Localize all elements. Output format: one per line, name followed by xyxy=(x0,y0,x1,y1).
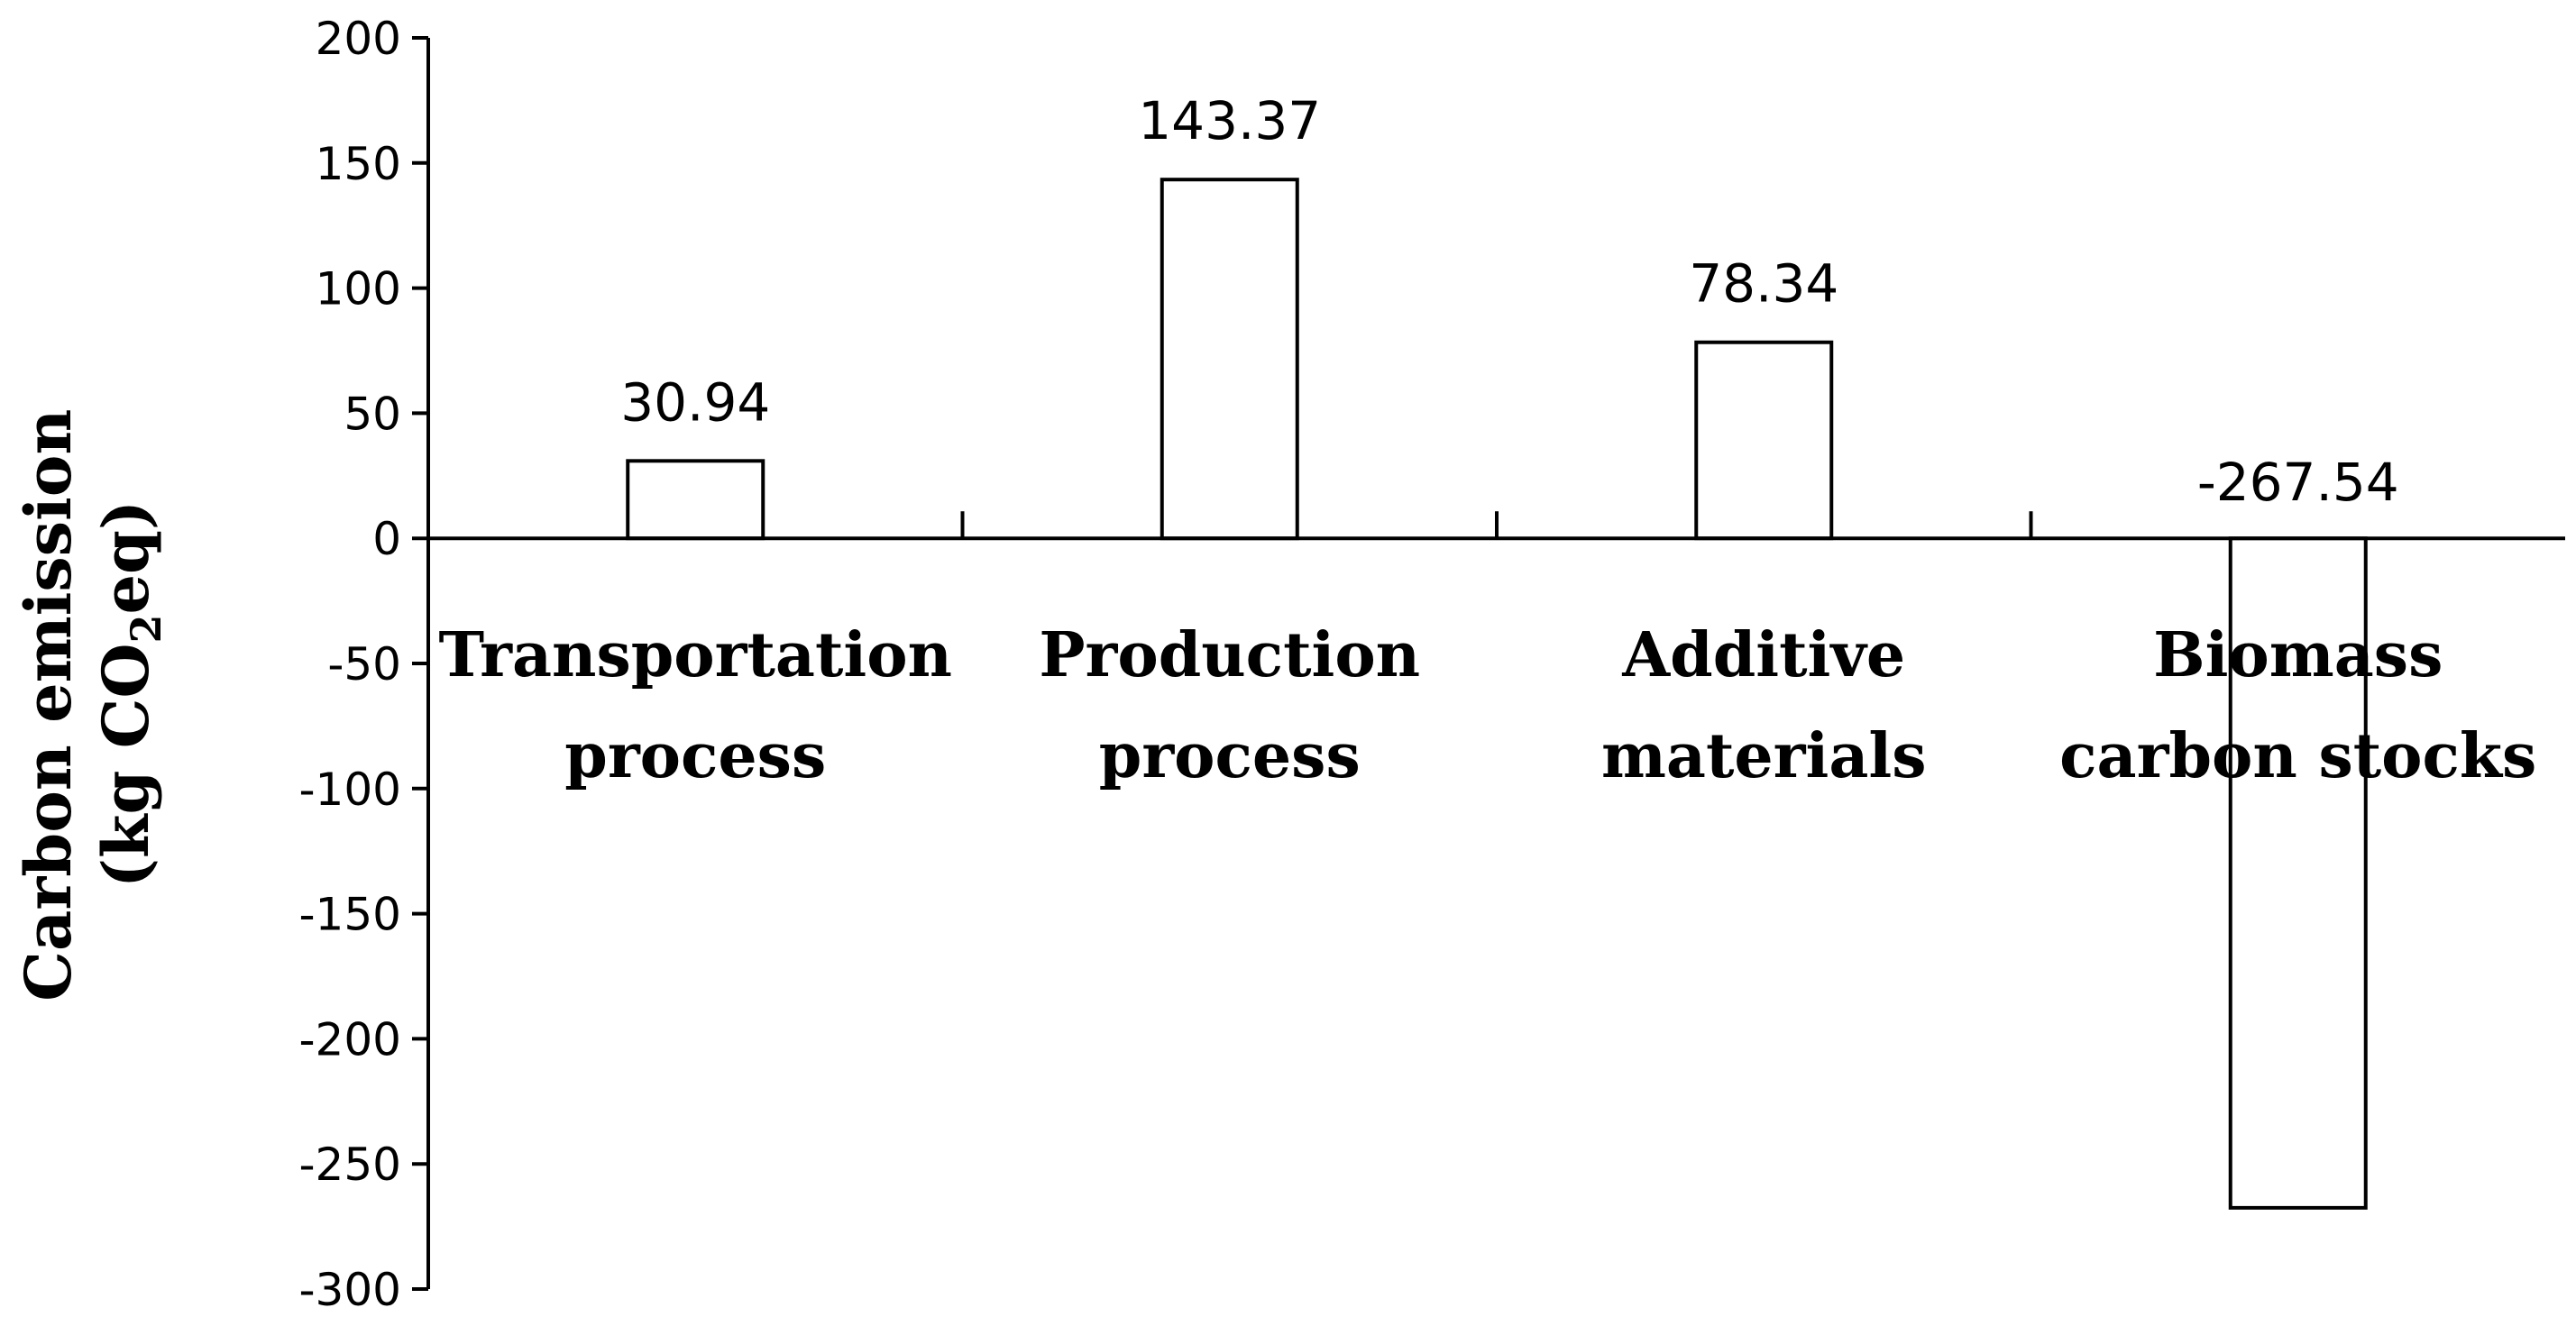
category-labels: Transportation process Production process Ad… xyxy=(439,619,2537,792)
category-label-line: carbon stocks xyxy=(2059,720,2536,792)
category-label-line: Production xyxy=(1039,619,1420,691)
bars xyxy=(626,178,2368,1210)
category-label: Transportation process xyxy=(439,619,953,792)
category-label: Biomass carbon stocks xyxy=(2059,619,2536,792)
category-label-line: materials xyxy=(1601,720,1927,792)
y-axis-title: Carbon emission (kg CO2eq) xyxy=(11,387,170,1001)
bar-data-label: -267.54 xyxy=(2197,452,2399,513)
y-axis-title-line2-pre: (kg CO xyxy=(88,643,163,888)
y-axis-title-line2-sub: 2 xyxy=(122,614,170,643)
y-tick-label: 100 xyxy=(316,263,401,315)
y-axis: 200 150 100 50 0 -50 -100 -150 -200 -250 -300 xyxy=(299,13,430,1316)
y-tick-label: -150 xyxy=(299,889,401,941)
y-tick-label: -250 xyxy=(299,1139,401,1191)
y-tick-label: -300 xyxy=(299,1264,401,1316)
bar-data-label: 78.34 xyxy=(1689,253,1838,315)
zero-baseline xyxy=(428,511,2565,541)
bar-data-label: 30.94 xyxy=(620,371,770,433)
bar-data-label: 143.37 xyxy=(1138,90,1321,151)
y-tick-label: 200 xyxy=(316,13,401,65)
category-label-line: process xyxy=(564,720,826,792)
category-label-line: Biomass xyxy=(2153,619,2443,691)
bar xyxy=(1694,340,1834,541)
category-label-line: process xyxy=(1099,720,1361,792)
y-axis-title-line2-post: eq) xyxy=(88,500,163,615)
category-label-line: Additive xyxy=(1621,619,1905,691)
category-label-line: Transportation xyxy=(439,619,953,691)
y-tick-label: 150 xyxy=(316,138,401,190)
data-labels: 30.94 143.37 78.34 -267.54 xyxy=(620,90,2398,513)
category-label: Production process xyxy=(1039,619,1420,792)
bar xyxy=(2228,536,2368,1210)
y-tick-label: -200 xyxy=(299,1013,401,1065)
category-label: Additive materials xyxy=(1601,619,1927,792)
y-axis-title-line1: Carbon emission xyxy=(11,409,86,1001)
bar xyxy=(626,459,765,541)
y-tick-label: -50 xyxy=(327,638,401,690)
bar xyxy=(1160,178,1299,541)
y-tick-label: 50 xyxy=(344,388,401,440)
y-tick-label: 0 xyxy=(372,513,401,565)
y-tick-label: -100 xyxy=(299,764,401,816)
